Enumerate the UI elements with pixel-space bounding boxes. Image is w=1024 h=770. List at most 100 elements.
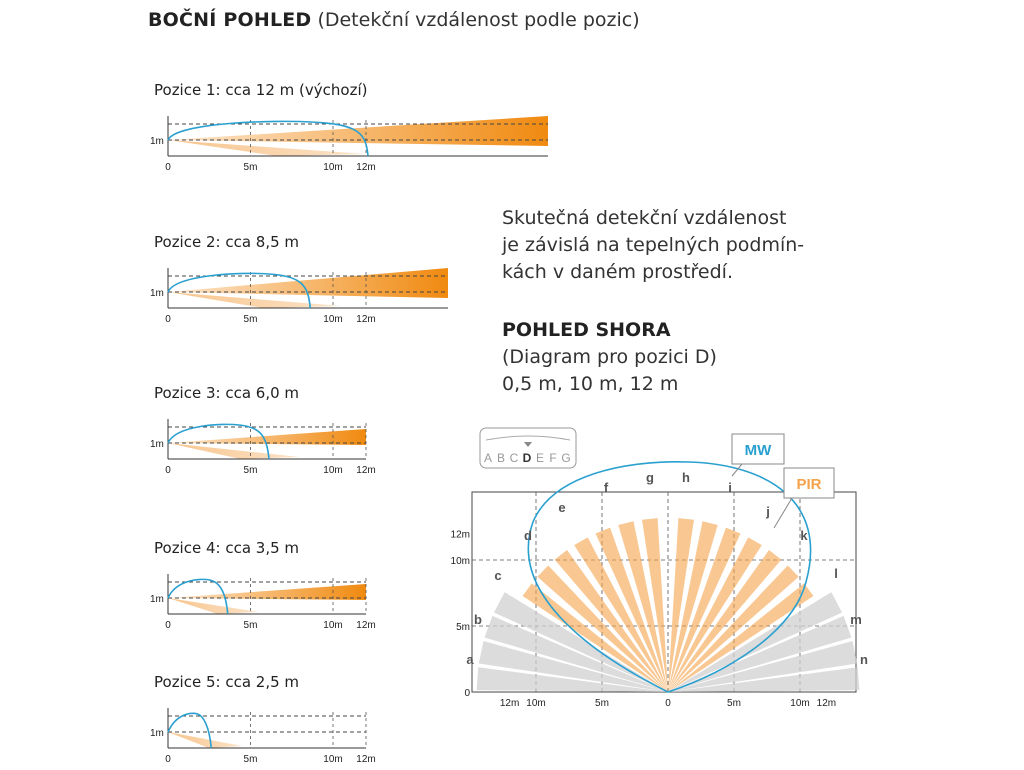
mw-label-pointer xyxy=(731,463,743,477)
note-line: kách v daném prostředí. xyxy=(502,261,733,283)
distance-tick-label: 0 xyxy=(165,620,171,631)
pir-zone-ray xyxy=(668,518,694,692)
distance-tick-label: 0 xyxy=(165,754,171,765)
side-view-1: 1m 0 5m 10m 12m xyxy=(150,116,548,173)
height-label: 1m xyxy=(150,288,164,299)
pir-wedge-upper xyxy=(168,429,366,445)
gray-zone-ray xyxy=(668,592,843,692)
zone-letter: h xyxy=(682,470,690,485)
pir-zone-ray xyxy=(574,537,668,692)
side-view-5: 1m 0 5m 10m 12m xyxy=(150,708,376,765)
distance-tick-label: 10m xyxy=(323,314,342,325)
side-view-3: 1m 0 5m 10m 12m xyxy=(150,419,376,476)
zone-letter: g xyxy=(646,470,654,485)
pir-zone-ray xyxy=(537,565,668,692)
top-view-diagram: 12m 10m 5m 0 12m 10m 5m 0 5m 10m 12m a b c d e f g h i j k l m n… xyxy=(451,427,868,709)
selector-letter: B xyxy=(497,451,505,465)
mw-curve xyxy=(167,423,270,460)
mw-curve xyxy=(167,578,229,615)
pir-zone-ray xyxy=(595,527,668,692)
x-tick-label: 12m xyxy=(817,698,836,709)
mw-label: MW xyxy=(745,442,772,459)
selector-arc xyxy=(485,435,571,441)
detection-note: Skutečná detekční vzdálenost je závislá … xyxy=(502,205,804,286)
y-tick-label: 0 xyxy=(464,688,470,699)
zone-letter: k xyxy=(800,528,808,543)
pir-wedge-upper xyxy=(168,584,366,600)
pir-zone-ray xyxy=(522,583,668,692)
y-tick-label: 5m xyxy=(456,622,470,633)
page-title: BOČNÍ POHLED (Detekční vzdálenost podle … xyxy=(148,9,640,31)
height-label: 1m xyxy=(150,439,164,450)
position-1-label: Pozice 1: cca 12 m (výchozí) xyxy=(154,81,368,99)
zone-letter: f xyxy=(604,480,609,495)
position-5-label: Pozice 5: cca 2,5 m xyxy=(154,673,300,691)
side-view-2: 1m 0 5m 10m 12m xyxy=(150,268,448,325)
x-tick-label: 10m xyxy=(790,698,809,709)
y-tick-label: 10m xyxy=(451,556,470,567)
x-tick-label: 10m xyxy=(526,698,545,709)
zone-letter: a xyxy=(466,652,474,667)
zone-letter: j xyxy=(765,504,770,519)
selector-letter: G xyxy=(561,451,570,465)
y-tick-label: 12m xyxy=(451,530,470,541)
position-4-label: Pozice 4: cca 3,5 m xyxy=(154,539,300,557)
mw-curve xyxy=(167,272,312,309)
height-label: 1m xyxy=(150,594,164,605)
selector-letter: D xyxy=(523,451,532,465)
zone-letter: l xyxy=(834,566,838,581)
selector-letter: C xyxy=(510,451,519,465)
pir-zone-ray xyxy=(668,521,718,692)
mw-label-box xyxy=(731,433,785,465)
zone-letter: i xyxy=(728,480,732,495)
x-tick-label: 5m xyxy=(727,698,741,709)
x-tick-label: 5m xyxy=(595,698,609,709)
distance-tick-label: 12m xyxy=(356,314,375,325)
pir-label-pointer xyxy=(773,497,793,529)
pir-zone-ray xyxy=(642,518,668,692)
height-label: 1m xyxy=(150,728,164,739)
top-view-subheading: (Diagram pro pozici D) xyxy=(502,346,717,368)
height-label: 1m xyxy=(150,136,164,147)
pir-zone-ray xyxy=(668,527,741,692)
gray-zone-ray xyxy=(478,641,668,692)
distance-tick-label: 12m xyxy=(356,162,375,173)
selector-letter: E xyxy=(536,451,544,465)
pir-zone-ray xyxy=(618,521,668,692)
gray-zone-ray xyxy=(493,592,668,692)
distance-tick-label: 10m xyxy=(323,620,342,631)
gray-zone-ray xyxy=(476,667,668,692)
selector-letter: A xyxy=(484,451,492,465)
pir-wedge-upper xyxy=(168,116,548,146)
distance-tick-label: 10m xyxy=(323,465,342,476)
pir-label-box xyxy=(783,467,835,499)
mw-curve xyxy=(167,120,369,157)
pir-wedge-lower xyxy=(168,598,259,614)
distance-tick-label: 5m xyxy=(244,465,258,476)
distance-tick-label: 0 xyxy=(165,465,171,476)
gray-zone-ray xyxy=(668,641,858,692)
selector-pointer xyxy=(524,442,532,447)
side-view-4: 1m 0 5m 10m 12m xyxy=(150,574,376,631)
zone-letter: e xyxy=(558,500,565,515)
note-line: Skutečná detekční vzdálenost xyxy=(502,207,787,229)
distance-tick-label: 5m xyxy=(244,620,258,631)
selector-letter: F xyxy=(549,451,556,465)
top-view-heading-block: POHLED SHORA (Diagram pro pozici D) 0,5 … xyxy=(502,317,717,398)
position-3-label: Pozice 3: cca 6,0 m xyxy=(154,384,300,402)
mw-curve xyxy=(167,712,213,749)
pir-zone-ray xyxy=(668,583,814,692)
distance-tick-label: 5m xyxy=(244,754,258,765)
position-2-label: Pozice 2: cca 8,5 m xyxy=(154,233,300,251)
zone-letter: c xyxy=(494,568,501,583)
note-line: je závislá na tepelných podmín- xyxy=(502,234,805,256)
pir-zone-ray xyxy=(668,537,762,692)
position-selector xyxy=(479,427,577,469)
pir-zone-ray xyxy=(554,550,668,692)
x-tick-label: 0 xyxy=(665,698,671,709)
mw-boundary xyxy=(527,461,812,693)
distance-tick-label: 12m xyxy=(356,754,375,765)
distance-tick-label: 0 xyxy=(165,314,171,325)
pir-wedge-lower xyxy=(168,292,342,308)
pir-zone-ray xyxy=(668,565,799,692)
